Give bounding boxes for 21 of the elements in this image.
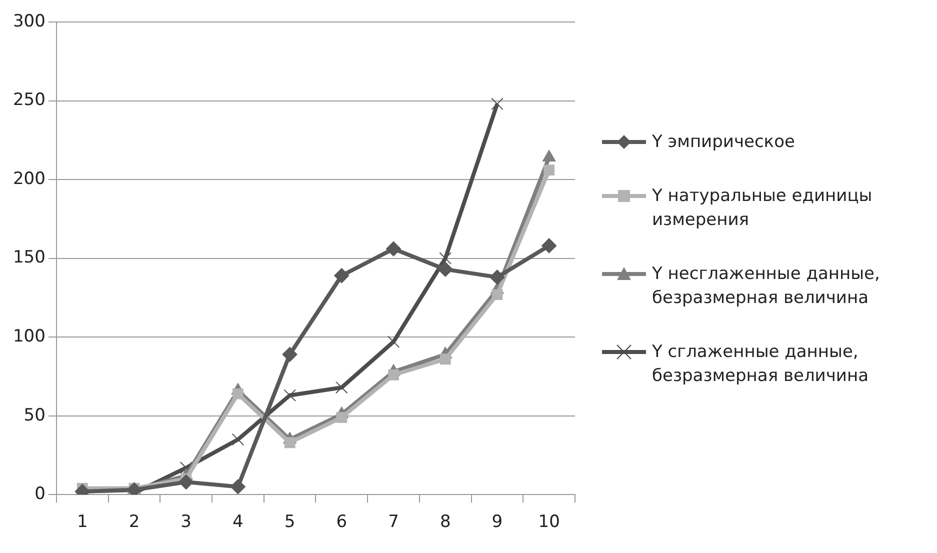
x-tick-label: 7 bbox=[388, 512, 399, 532]
x-tick-label: 2 bbox=[128, 512, 140, 532]
x-tick-label: 5 bbox=[284, 512, 296, 532]
x-tick-label: 8 bbox=[440, 512, 451, 532]
y-tick-label: 150 bbox=[12, 248, 46, 268]
x-tick-label: 6 bbox=[336, 512, 348, 532]
legend-label: Y натуральные единицы измерения bbox=[652, 185, 874, 232]
x-tick-label: 10 bbox=[538, 512, 560, 532]
legend-label: Y несглаженные данные, безразмерная величина bbox=[652, 263, 881, 310]
y-tick-label: 100 bbox=[12, 326, 46, 346]
x-tick-label: 1 bbox=[76, 512, 88, 532]
y-tick-label: 300 bbox=[12, 11, 46, 32]
y-tick-label: 250 bbox=[12, 90, 46, 110]
y-tick-label: 0 bbox=[34, 484, 46, 504]
x-tick-label: 9 bbox=[492, 512, 503, 532]
x-tick-label: 4 bbox=[232, 512, 244, 532]
y-tick-label: 50 bbox=[24, 405, 46, 426]
legend-label: Y сглаженные данные, безразмерная величина bbox=[652, 341, 870, 388]
legend-label: Y эмпирическое bbox=[652, 131, 795, 154]
x-tick-label: 3 bbox=[180, 512, 192, 532]
y-tick-label: 200 bbox=[12, 168, 46, 189]
